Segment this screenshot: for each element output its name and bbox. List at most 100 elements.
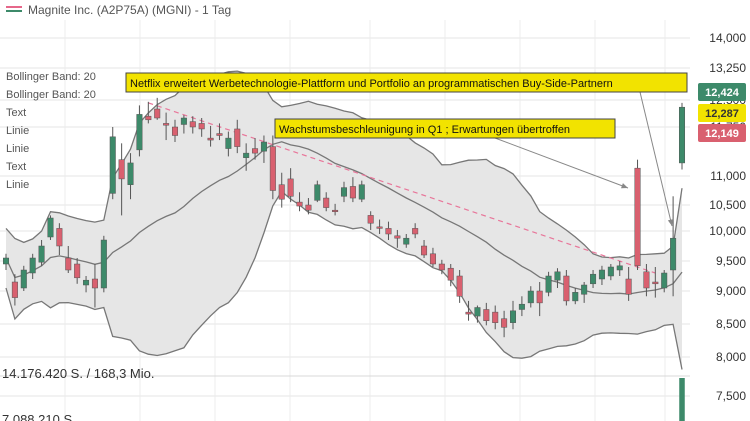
candle [198, 118, 205, 137]
candle-body [678, 106, 686, 164]
candle [83, 276, 90, 293]
candle-body [314, 184, 321, 201]
candle-body [2, 257, 10, 265]
candle-body [385, 228, 392, 235]
candle [216, 123, 223, 141]
candle-body [536, 290, 543, 304]
candle [483, 302, 490, 326]
y-tick-label: 7,500 [716, 389, 746, 403]
candle [332, 203, 339, 216]
candle [616, 261, 623, 276]
candle [545, 271, 552, 297]
candle-body [527, 290, 534, 304]
candle-body [509, 310, 517, 323]
candle [670, 196, 677, 297]
candle [358, 180, 365, 203]
candle-body [581, 284, 588, 295]
candle [652, 267, 659, 298]
candle-body [483, 309, 490, 321]
candle-body [412, 228, 419, 235]
candle [367, 211, 374, 230]
annotation-box-1[interactable] [125, 72, 688, 93]
candle [447, 264, 454, 287]
candle-body [563, 275, 570, 302]
candle [260, 135, 267, 163]
candle [163, 112, 170, 141]
candle [572, 288, 579, 305]
candle [296, 192, 303, 212]
candle-body [438, 263, 445, 271]
candle-body [163, 123, 170, 126]
candle-body [616, 265, 623, 271]
candle-body [545, 275, 552, 293]
price-badge-label: 12,424 [705, 87, 740, 99]
candle-body [118, 159, 125, 180]
candle [56, 223, 63, 255]
candle [501, 310, 508, 338]
annotation-box-2[interactable] [274, 118, 616, 139]
legend-item[interactable]: Linie [6, 125, 29, 137]
candle [536, 282, 543, 317]
candle-body [91, 278, 98, 289]
annotation-arrow-2 [494, 137, 629, 189]
legend-item[interactable]: Bollinger Band: 20 [6, 71, 96, 83]
legend-item[interactable]: Linie [6, 179, 29, 191]
candle [20, 265, 27, 291]
y-tick-label: 8,500 [716, 317, 746, 331]
y-tick-label: 14,000 [709, 31, 746, 45]
candle [394, 229, 401, 248]
candle-body [305, 204, 312, 211]
volume-pane: 14.176.420 S. / 168,3 Mio. 7.088.210 S. [2, 366, 685, 421]
candle [581, 282, 588, 303]
candle-body [572, 292, 579, 302]
candle-body [554, 271, 561, 281]
price-badge: 12,424 [698, 83, 746, 101]
candle-body [643, 271, 650, 289]
candle [678, 102, 686, 170]
candle-body [29, 257, 36, 274]
candle [171, 119, 179, 143]
legend-item[interactable]: Bollinger Band: 20 [6, 89, 96, 101]
legend-item[interactable]: Linie [6, 143, 29, 155]
candle-body [598, 269, 605, 280]
candle [314, 180, 321, 203]
candle [509, 300, 517, 330]
candle-body [376, 226, 383, 229]
candle-body [287, 178, 294, 197]
price-badges: 12,424 12,287 12,149 [698, 83, 746, 142]
candle-body [456, 275, 463, 297]
candle-body [474, 307, 481, 317]
candle-body [100, 239, 107, 289]
candle [109, 127, 116, 200]
candle [554, 268, 561, 288]
volume-label-half: 7.088.210 S. [2, 412, 76, 421]
candle [438, 259, 445, 275]
candle-body [225, 137, 232, 149]
legend-item[interactable]: Text [6, 161, 26, 173]
price-badge: 12,149 [698, 124, 746, 142]
candle [189, 116, 196, 134]
candle [474, 305, 481, 323]
candle [456, 270, 463, 303]
candle [634, 159, 641, 270]
candle [349, 177, 356, 203]
candle [127, 153, 134, 200]
volume-bar [679, 378, 685, 421]
candle [243, 143, 250, 171]
candle [118, 143, 125, 216]
candle [403, 234, 410, 248]
y-tick-label: 13,250 [709, 61, 746, 75]
annotation-text-1: Netflix erweitert Werbetechnologie-Platt… [130, 78, 613, 90]
candle [65, 246, 72, 273]
candle [91, 264, 98, 308]
candle-body [243, 152, 250, 158]
candle-body [590, 273, 597, 285]
candle-body [518, 303, 525, 310]
y-tick-label: 10,000 [709, 224, 746, 238]
legend-item[interactable]: Text [6, 107, 26, 119]
candle [38, 240, 45, 266]
candle [207, 125, 214, 147]
y-tick-label: 9,500 [716, 254, 746, 268]
candle [145, 101, 152, 124]
